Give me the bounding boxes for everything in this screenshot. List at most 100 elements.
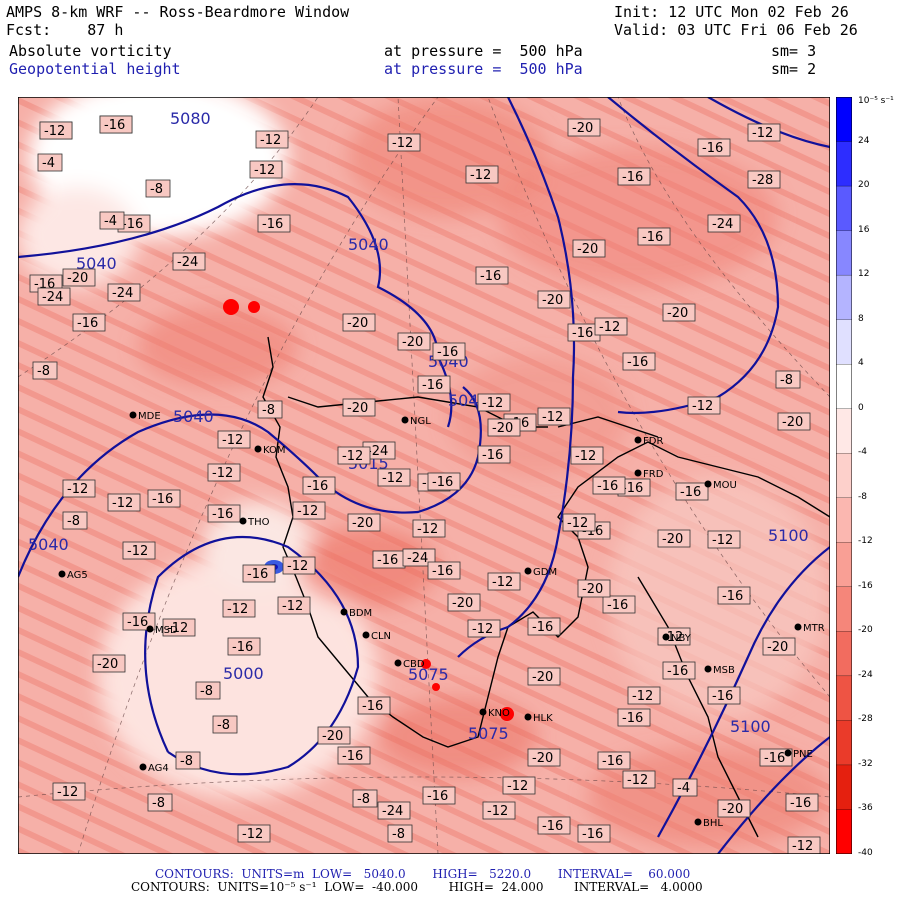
field2-level: at pressure = 500 hPa <box>384 60 583 78</box>
svg-text:THO: THO <box>247 517 270 528</box>
svg-text:-16: -16 <box>377 553 398 568</box>
svg-text:-16: -16 <box>722 589 743 604</box>
field2-sm: sm= 2 <box>771 60 817 78</box>
vorticity-label: -16 <box>475 266 509 285</box>
svg-text:-24: -24 <box>367 444 388 459</box>
colorbar-swatch <box>836 497 852 543</box>
svg-text:-16: -16 <box>432 475 453 490</box>
colorbar-swatch <box>836 364 852 410</box>
svg-text:CBD: CBD <box>403 659 425 670</box>
svg-text:-12: -12 <box>260 133 281 148</box>
footer-vorticity-contours: CONTOURS: UNITS=10⁻⁵ s⁻¹ LOW= -40.000 HI… <box>131 880 703 894</box>
svg-text:-16: -16 <box>307 479 328 494</box>
svg-text:-8: -8 <box>67 514 80 529</box>
svg-text:-16: -16 <box>437 345 458 360</box>
vorticity-label: -12 <box>707 530 741 549</box>
station-marker: MOU <box>704 480 737 491</box>
svg-text:-16: -16 <box>712 689 733 704</box>
svg-text:-12: -12 <box>627 773 648 788</box>
colorbar-unit: 10⁻⁵ s⁻¹ <box>858 96 894 106</box>
svg-text:-8: -8 <box>152 796 165 811</box>
station-marker: AG4 <box>139 763 169 774</box>
vorticity-label: -8 <box>352 789 378 808</box>
svg-text:-20: -20 <box>402 335 423 350</box>
vorticity-label: -16 <box>372 550 406 569</box>
vorticity-label: -20 <box>487 418 521 437</box>
vorticity-label: -16 <box>759 748 793 767</box>
station-marker: HLK <box>524 713 553 724</box>
vorticity-label: -20 <box>777 412 811 431</box>
height-contour-label: 5000 <box>223 664 264 683</box>
vorticity-label: -12 <box>465 165 499 184</box>
station-marker: GDM <box>524 567 557 578</box>
svg-text:MOU: MOU <box>713 480 737 491</box>
vorticity-map: 5080504050405040504050405040501551005100… <box>18 97 830 854</box>
height-contour-label: 5075 <box>468 724 509 743</box>
colorbar-label: 12 <box>858 269 870 280</box>
svg-text:-20: -20 <box>532 670 553 685</box>
vorticity-label: -16 <box>427 472 461 491</box>
svg-text:-20: -20 <box>667 306 688 321</box>
colorbar-label: -32 <box>858 758 873 769</box>
station-marker: FRD <box>634 469 664 480</box>
vorticity-label: -16 <box>427 561 461 580</box>
svg-text:-16: -16 <box>602 754 623 769</box>
vorticity-label: -16 <box>477 445 511 464</box>
vorticity-label: -16 <box>617 478 651 497</box>
station-marker: CBD <box>394 659 425 670</box>
svg-text:-16: -16 <box>422 378 443 393</box>
svg-text:BHL: BHL <box>703 818 723 829</box>
vorticity-label: -12 <box>222 599 256 618</box>
vorticity-label: -20 <box>397 332 431 351</box>
colorbar-swatch <box>836 631 852 677</box>
station-marker: BDM <box>340 608 372 619</box>
svg-text:-16: -16 <box>542 819 563 834</box>
svg-text:GDM: GDM <box>533 567 557 578</box>
svg-text:-12: -12 <box>470 168 491 183</box>
vorticity-label: -12 <box>377 468 411 487</box>
vorticity-label: -12 <box>627 686 661 705</box>
vorticity-label: -12 <box>249 160 283 179</box>
svg-text:-16: -16 <box>432 564 453 579</box>
vorticity-label: -16 <box>207 504 241 523</box>
station-marker: MSB <box>704 665 735 676</box>
svg-text:NBY: NBY <box>671 633 692 644</box>
svg-text:-20: -20 <box>347 316 368 331</box>
svg-text:-8: -8 <box>392 827 405 842</box>
vorticity-label: -16 <box>242 564 276 583</box>
colorbar-label: -20 <box>858 625 873 636</box>
svg-text:-12: -12 <box>567 516 588 531</box>
svg-text:HLK: HLK <box>533 713 553 724</box>
colorbar-swatch <box>836 97 852 143</box>
colorbar-label: -24 <box>858 669 873 680</box>
svg-text:-16: -16 <box>342 749 363 764</box>
svg-text:-12: -12 <box>472 622 493 637</box>
vorticity-label: -12 <box>412 519 446 538</box>
colorbar-swatch <box>836 274 852 321</box>
station-marker: KOM <box>254 445 286 456</box>
vorticity-label: -16 <box>122 612 156 631</box>
vorticity-label: -20 <box>342 398 376 417</box>
vorticity-label: -4 <box>37 153 63 172</box>
svg-text:-16: -16 <box>362 699 383 714</box>
svg-text:-16: -16 <box>702 141 723 156</box>
station-marker: NBY <box>662 633 692 644</box>
colorbar-swatch <box>836 542 852 588</box>
svg-text:-20: -20 <box>577 242 598 257</box>
field1-name: Absolute vorticity <box>9 42 172 60</box>
colorbar-swatch <box>836 185 852 232</box>
colorbar-swatch <box>836 408 852 454</box>
svg-text:BDM: BDM <box>349 608 372 619</box>
vorticity-label: -8 <box>387 824 413 843</box>
svg-text:-20: -20 <box>532 751 553 766</box>
vorticity-label: -12 <box>787 836 821 854</box>
footer-height-contours: CONTOURS: UNITS=m LOW= 5040.0 HIGH= 5220… <box>155 867 691 881</box>
svg-text:-16: -16 <box>104 118 125 133</box>
vorticity-label: -20 <box>447 593 481 612</box>
vorticity-label: -8 <box>147 793 173 812</box>
svg-text:-12: -12 <box>297 504 318 519</box>
vorticity-label: -16 <box>432 342 466 361</box>
vorticity-label: -12 <box>277 596 311 615</box>
vorticity-label: -20 <box>662 303 696 322</box>
field1-level: at pressure = 500 hPa <box>384 42 583 60</box>
